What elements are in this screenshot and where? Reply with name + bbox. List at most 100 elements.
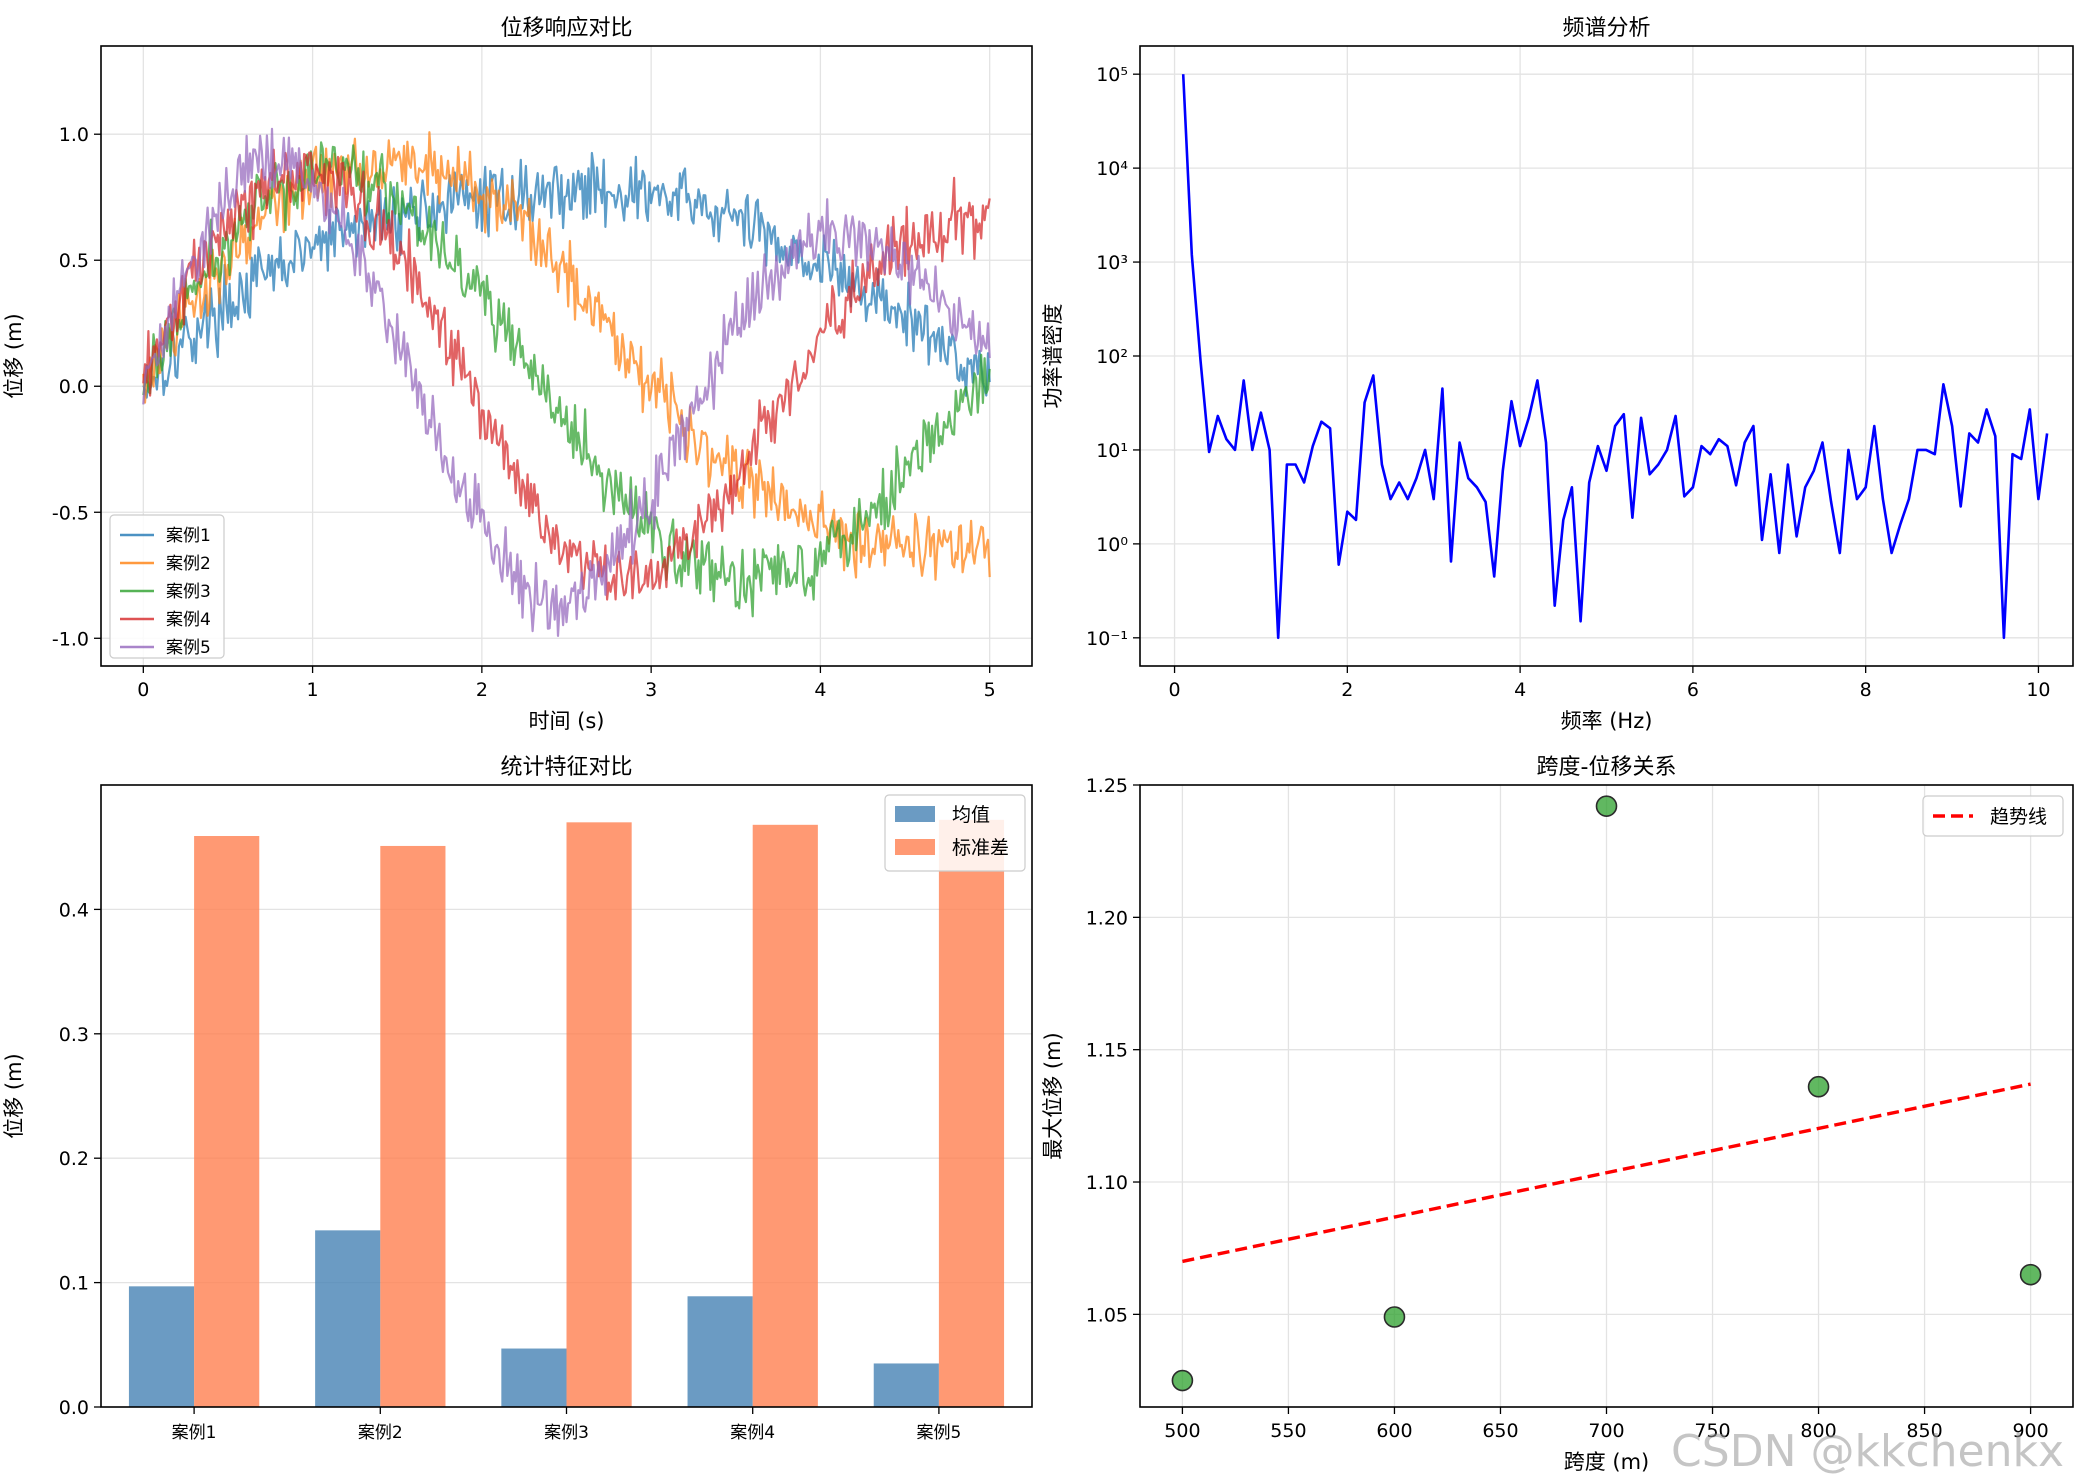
y-tick-label: 10⁻¹	[1086, 628, 1128, 650]
legend-box	[1922, 795, 2064, 837]
bar-mean-3	[501, 1348, 567, 1407]
x-axis-label: 时间 (s)	[528, 709, 604, 733]
bar-std-2	[380, 845, 446, 1407]
x-tick-label: 850	[1906, 1420, 1942, 1442]
x-tick-label: 5	[984, 679, 996, 701]
x-tick-label: 0	[137, 679, 149, 701]
chart-title: 位移响应对比	[500, 16, 632, 41]
legend-box	[109, 514, 225, 659]
legend-swatch	[895, 839, 935, 855]
legend-swatch	[895, 806, 935, 822]
bar-mean-1	[128, 1286, 195, 1407]
scatter-point-5	[2019, 1263, 2042, 1286]
chart-span-displacement: 500 550 600 650 700 750 800 850 900 1.05 1.10 1.15 1…	[1041, 755, 2074, 1474]
legend-label: 案例2	[166, 554, 211, 574]
x-tick-label: 750	[1694, 1420, 1730, 1442]
x-tick-label: 4	[814, 679, 826, 701]
x-tick-label: 900	[2012, 1420, 2048, 1442]
series-line-3	[142, 141, 991, 618]
x-axis-label: 频率 (Hz)	[1561, 709, 1653, 733]
x-tick-label: 700	[1588, 1420, 1624, 1442]
y-axis-label: 最大位移 (m)	[1041, 1032, 1065, 1160]
y-tick-label: 0.2	[59, 1148, 89, 1170]
scatter-point-4	[1807, 1075, 1830, 1098]
legend-label: 案例5	[166, 638, 211, 658]
y-tick-label: 1.20	[1086, 907, 1128, 929]
x-tick-label: 600	[1376, 1420, 1412, 1442]
x-tick-label: 800	[1800, 1420, 1836, 1442]
y-tick-label: -1.0	[52, 628, 89, 650]
scatter-point-1	[1171, 1369, 1194, 1392]
x-tick-label: 10	[2026, 679, 2050, 701]
x-tick-label: 案例3	[544, 1423, 589, 1443]
y-tick-label: 1.25	[1086, 775, 1128, 797]
y-tick-label: 0.1	[59, 1273, 89, 1295]
y-tick-label: 1.15	[1086, 1040, 1128, 1062]
y-tick-label: 1.10	[1086, 1172, 1128, 1194]
y-axis-label: 功率谱密度	[1041, 304, 1065, 409]
x-tick-label: 500	[1164, 1420, 1200, 1442]
y-tick-label: 10²	[1096, 346, 1128, 368]
y-tick-label: 10¹	[1096, 440, 1128, 462]
x-tick-label: 3	[645, 679, 657, 701]
bar-std-3	[566, 822, 632, 1407]
chart-title: 频谱分析	[1562, 16, 1650, 41]
legend-label: 案例4	[166, 610, 211, 630]
trend-line	[1182, 1082, 2031, 1264]
y-tick-label: 0.3	[59, 1024, 89, 1046]
x-tick-label: 2	[476, 679, 488, 701]
x-tick-label: 案例5	[916, 1423, 961, 1443]
bar-mean-4	[687, 1296, 753, 1407]
bar-mean-5	[873, 1363, 939, 1407]
y-tick-label: 10⁵	[1096, 64, 1128, 86]
legend-label: 均值	[952, 804, 990, 826]
x-tick-label: 案例2	[358, 1423, 403, 1443]
y-tick-label: 10⁴	[1096, 158, 1128, 180]
legend: 趋势线	[1922, 795, 2064, 837]
x-tick-label: 案例1	[172, 1423, 217, 1443]
y-tick-label: 1.0	[59, 124, 89, 146]
x-tick-label: 0	[1169, 679, 1181, 701]
chart-title: 统计特征对比	[500, 755, 632, 780]
x-tick-label: 550	[1270, 1420, 1306, 1442]
y-tick-label: 0.5	[59, 250, 89, 272]
x-tick-label: 650	[1482, 1420, 1518, 1442]
watermark: CSDN @kkchenkx	[1671, 1426, 2064, 1477]
y-tick-label: 10⁰	[1096, 534, 1128, 556]
x-tick-label: 6	[1687, 679, 1699, 701]
y-tick-label: 0.0	[59, 376, 89, 398]
axes-frame	[100, 45, 1033, 667]
y-tick-label: 0.4	[59, 899, 89, 921]
y-tick-label: 0.0	[59, 1397, 89, 1419]
x-tick-label: 4	[1514, 679, 1526, 701]
legend-label: 案例1	[166, 526, 211, 546]
scatter-point-2	[1383, 1306, 1406, 1328]
scatter-point-3	[1595, 795, 1618, 817]
legend-label: 趋势线	[1990, 806, 2047, 828]
legend-label: 标准差	[952, 837, 1009, 859]
series-line-1	[142, 151, 991, 399]
bar-std-5	[938, 819, 1005, 1407]
y-tick-label: 1.05	[1086, 1304, 1128, 1326]
chart-title: 跨度-位移关系	[1537, 755, 1677, 780]
y-axis-label: 位移 (m)	[2, 1053, 26, 1139]
x-tick-label: 2	[1341, 679, 1353, 701]
bar-std-4	[752, 824, 818, 1407]
bar-mean-2	[315, 1230, 381, 1407]
legend: 案例1 案例2 案例3 案例4 案例5	[109, 514, 225, 659]
bar-std-1	[194, 836, 260, 1407]
y-axis-label: 位移 (m)	[2, 313, 26, 399]
y-tick-label: 10³	[1096, 252, 1128, 274]
x-axis-label: 跨度 (m)	[1564, 1450, 1650, 1474]
y-tick-label: -0.5	[52, 502, 89, 524]
series-line-4	[142, 148, 991, 601]
x-tick-label: 案例4	[730, 1423, 775, 1443]
spectrum-line	[1181, 74, 2049, 640]
x-tick-label: 8	[1860, 679, 1872, 701]
x-tick-label: 1	[307, 679, 319, 701]
